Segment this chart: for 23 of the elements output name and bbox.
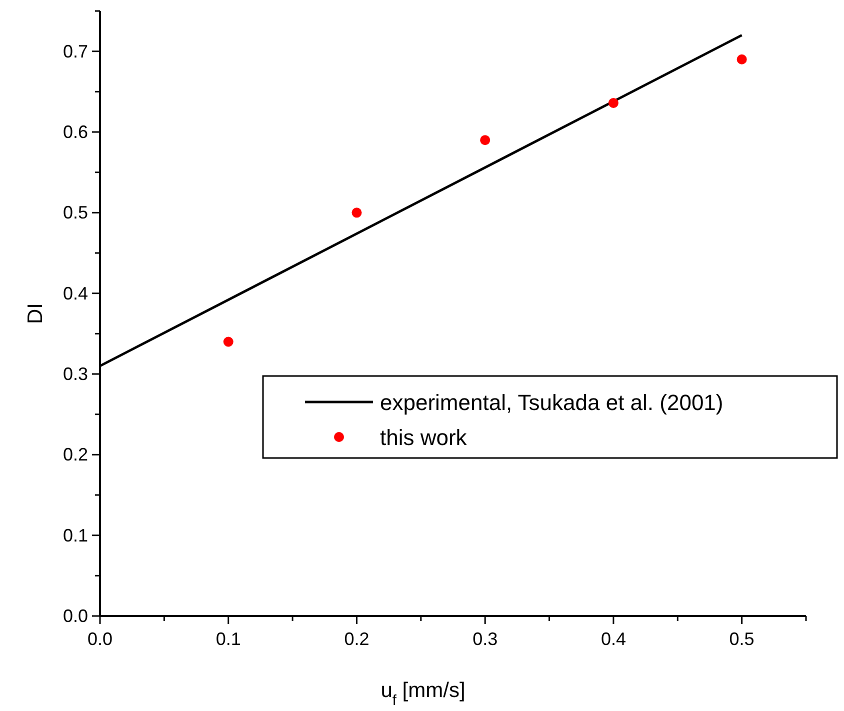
x-tick-label: 0.0 [87,629,113,649]
point [223,336,234,347]
legend-label: experimental, Tsukada et al. (2001) [380,390,724,415]
y-tick-label: 0.4 [62,283,88,304]
y-tick-label: 0.1 [62,525,88,546]
point [736,54,747,64]
y-tick-label: 0.2 [62,444,88,465]
x-tick-label: 0.2 [344,629,370,649]
x-tick-label: 0.5 [729,629,754,649]
y-tick-label: 0.5 [62,202,88,223]
point [480,135,490,146]
y-tick-label: 0.6 [62,122,88,142]
y-tick-label: 0.0 [62,606,88,626]
point [352,208,362,218]
legend-label: this work [380,425,468,450]
y-tick-label: 0.7 [62,41,88,62]
point [608,98,618,108]
y-axis-title: DI [24,303,47,324]
y-tick-label: 0.3 [62,364,88,384]
x-tick-label: 0.3 [472,629,498,649]
x-axis-title: u$_{f}$ [mm/s] [380,679,466,709]
x-tick-label: 0.1 [216,629,241,649]
x-tick-label: 0.4 [600,629,626,649]
